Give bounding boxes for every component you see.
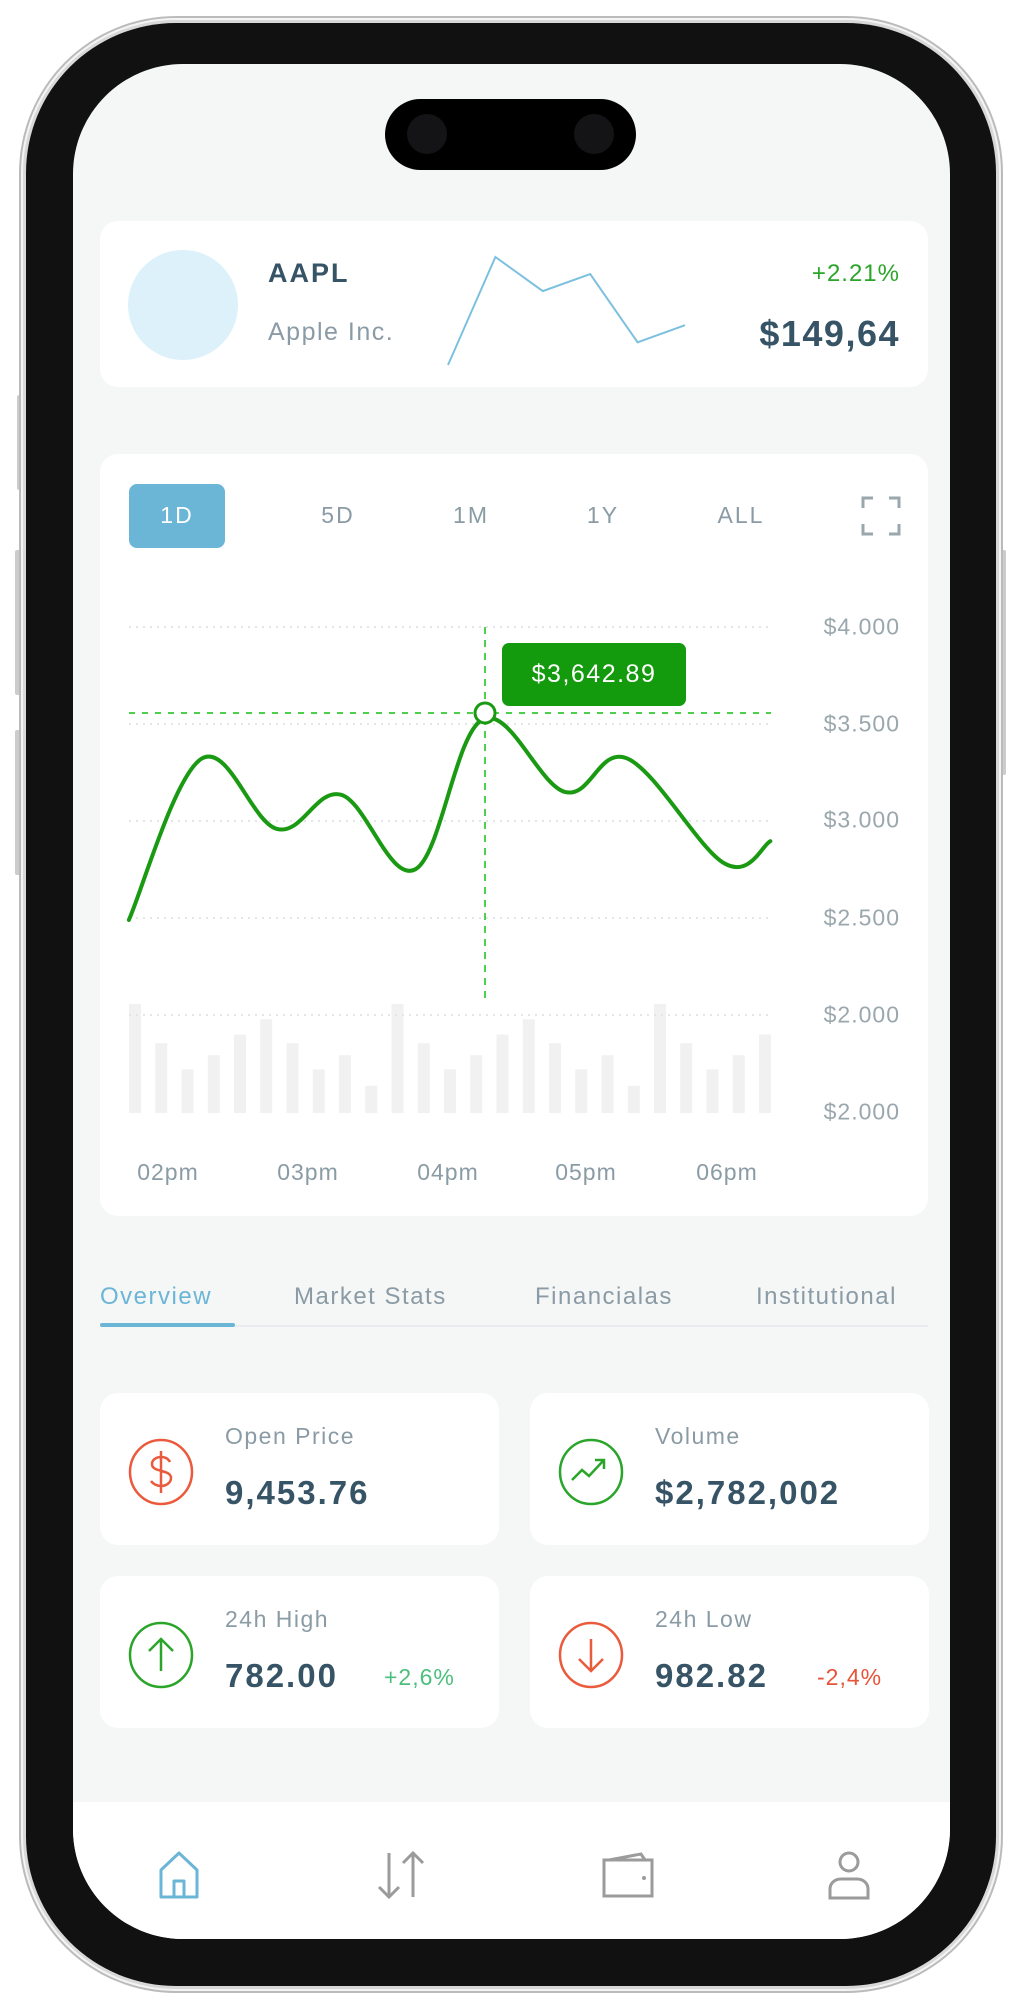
trending-up-icon: [558, 1438, 624, 1506]
volume-bar: [339, 1055, 351, 1113]
tab-market-stats[interactable]: Market Stats: [294, 1283, 447, 1310]
y-tick-label: $2.000: [823, 1001, 900, 1028]
volume-bar: [260, 1019, 273, 1113]
tabs-divider: [100, 1325, 928, 1327]
volume-bar: [601, 1055, 614, 1113]
wallet-icon[interactable]: [601, 1850, 655, 1900]
stat-value: 9,453.76: [225, 1474, 370, 1511]
dollar-icon: [128, 1438, 194, 1506]
volume-bar: [522, 1019, 535, 1113]
volume-bar: [417, 1043, 430, 1113]
dynamic-island: [385, 99, 636, 170]
range-5d-button[interactable]: 5D: [321, 502, 355, 528]
y-tick-label: $2.500: [823, 904, 900, 931]
tab-institutional[interactable]: Institutional: [756, 1283, 897, 1310]
price-chart[interactable]: [0, 0, 1024, 1250]
volume-bar: [444, 1069, 456, 1113]
volume-bar: [207, 1055, 220, 1113]
volume-bar: [549, 1043, 561, 1113]
volume-bar: [732, 1055, 745, 1113]
fullscreen-icon[interactable]: [861, 496, 901, 536]
bottom-nav-bar: [73, 1802, 950, 1939]
range-all-button[interactable]: ALL: [717, 502, 765, 528]
volume-bar: [575, 1069, 588, 1113]
highlight-point: [473, 701, 497, 725]
volume-bar: [181, 1069, 194, 1113]
user-icon[interactable]: [827, 1849, 871, 1901]
volume-bar: [155, 1043, 168, 1113]
camera-icon: [574, 114, 614, 154]
silent-switch: [17, 395, 23, 490]
y-tick-label: $3.000: [823, 806, 900, 833]
stat-value: 782.00: [225, 1657, 338, 1694]
range-1d-button[interactable]: [129, 484, 225, 548]
arrow-up-icon: [128, 1621, 194, 1689]
stat-change: +2,6%: [384, 1664, 455, 1690]
volume-up-button: [15, 550, 21, 695]
range-1y-button[interactable]: 1Y: [586, 502, 620, 528]
volume-bar: [312, 1069, 325, 1113]
company-name: Apple Inc.: [268, 318, 395, 346]
sensor-icon: [407, 114, 447, 154]
stat-label: Volume: [655, 1423, 741, 1449]
sparkline: [447, 255, 686, 366]
x-tick-label: 06pm: [696, 1159, 758, 1185]
stat-label: 24h High: [225, 1606, 330, 1632]
volume-bar: [706, 1069, 719, 1113]
range-1m-button[interactable]: 1M: [453, 502, 489, 528]
tab-financials[interactable]: Financialas: [535, 1283, 673, 1310]
price-tooltip: $3,642.89: [502, 643, 686, 706]
price-line: [126, 715, 773, 922]
volume-bar: [654, 1004, 666, 1113]
volume-bar: [129, 1004, 141, 1113]
stock-header-card[interactable]: [100, 221, 928, 387]
home-icon[interactable]: [157, 1850, 201, 1900]
y-tick-label: $4.000: [823, 613, 900, 640]
transfer-icon[interactable]: [373, 1847, 429, 1903]
x-tick-label: 03pm: [277, 1159, 339, 1185]
tab-overview[interactable]: Overview: [100, 1283, 213, 1310]
change-percent: +2.21%: [811, 260, 900, 287]
volume-down-button: [15, 730, 21, 875]
stat-value: $2,782,002: [655, 1474, 841, 1511]
volume-bar: [365, 1085, 378, 1113]
stat-change: -2,4%: [817, 1664, 883, 1690]
volume-bar: [391, 1004, 404, 1113]
power-button: [1000, 550, 1006, 775]
sparkline-line: [447, 255, 686, 366]
current-price: $149,64: [759, 313, 900, 354]
range-1d-label[interactable]: 1D: [160, 502, 194, 528]
x-tick-label: 05pm: [555, 1159, 617, 1185]
volume-bar: [759, 1034, 771, 1113]
volume-bar: [470, 1055, 483, 1113]
stat-card-open-price: [100, 1393, 499, 1545]
volume-bar: [234, 1034, 246, 1113]
volume-bar: [496, 1034, 509, 1113]
stat-label: Open Price: [225, 1423, 356, 1449]
volume-bar: [680, 1043, 693, 1113]
ticker-symbol: AAPL: [268, 258, 350, 288]
volume-bar: [627, 1085, 640, 1113]
volume-bar: [286, 1043, 299, 1113]
arrow-down-icon: [558, 1621, 624, 1689]
stat-card-24h-low: [530, 1576, 929, 1728]
stat-label: 24h Low: [655, 1606, 753, 1632]
company-logo-avatar: [128, 250, 238, 360]
y-tick-label: $2.000: [823, 1098, 900, 1125]
stat-value: 982.82: [655, 1657, 768, 1694]
x-tick-label: 04pm: [417, 1159, 479, 1185]
y-tick-label: $3.500: [823, 710, 900, 737]
stat-card-24h-high: [100, 1576, 499, 1728]
tab-active-indicator: [100, 1323, 235, 1327]
x-tick-label: 02pm: [137, 1159, 199, 1185]
